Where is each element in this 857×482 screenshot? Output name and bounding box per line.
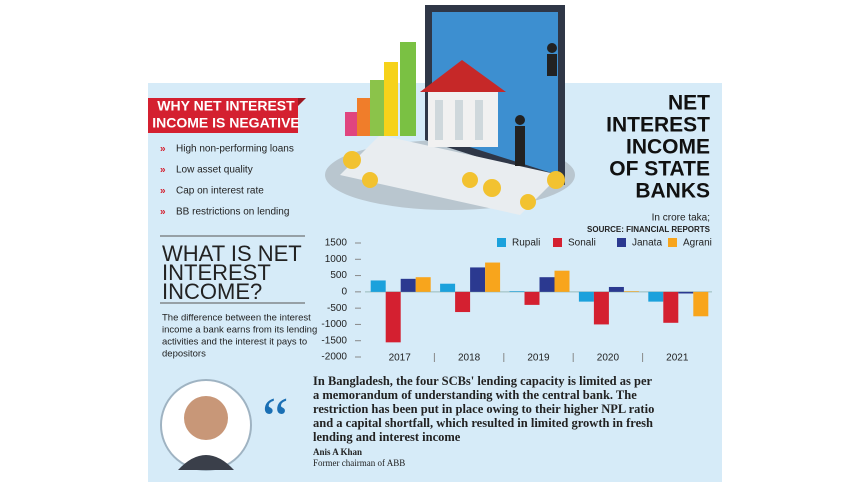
y-tick-label: -2000 — [321, 352, 347, 363]
bullet-icon: » — [160, 144, 166, 155]
legend-label: Rupali — [512, 238, 540, 249]
bar — [678, 291, 694, 294]
sidebar-heading: WHY NET INTEREST — [157, 98, 295, 114]
x-tick-label: 2021 — [666, 353, 689, 364]
bullet-text: Low asset quality — [176, 165, 253, 176]
quote-text: and a capital shortfall, which resulted … — [313, 416, 653, 430]
legend-swatch — [668, 238, 677, 247]
y-tick-label: 0 — [341, 286, 347, 297]
bullet-text: BB restrictions on lending — [176, 207, 289, 218]
quote-text: lending and interest income — [313, 430, 461, 444]
bullet-icon: » — [160, 165, 166, 176]
quote-text: a memorandum of understanding with the c… — [313, 388, 637, 402]
legend-swatch — [497, 238, 506, 247]
chart-title: NET — [668, 92, 710, 115]
bullet-icon: » — [160, 186, 166, 197]
chart-title: INTEREST — [606, 114, 710, 137]
legend-label: Janata — [632, 238, 662, 249]
bar — [578, 291, 594, 302]
quote-role: Former chairman of ABB — [313, 458, 405, 468]
legend-swatch — [617, 238, 626, 247]
y-tick-label: 1000 — [325, 254, 348, 265]
definition-text: activities and the interest it pays to — [162, 337, 307, 348]
bar — [554, 270, 570, 292]
definition-text: depositors — [162, 349, 206, 360]
definition-text: The difference between the interest — [162, 313, 311, 324]
chart-title: INCOME — [626, 136, 710, 159]
bar — [400, 278, 416, 292]
chart-source: SOURCE: FINANCIAL REPORTS — [587, 225, 711, 234]
bar — [470, 267, 486, 292]
portrait-face — [184, 396, 228, 440]
y-tick-label: -500 — [327, 303, 347, 314]
x-tick-label: 2019 — [527, 353, 550, 364]
y-tick-label: 1500 — [325, 238, 348, 249]
bar — [623, 291, 639, 292]
chart-subtitle: In crore taka; — [652, 213, 710, 224]
illustration — [325, 5, 575, 215]
y-tick-label: -1000 — [321, 319, 347, 330]
definition-title: INCOME? — [162, 279, 262, 304]
portrait-suit — [178, 455, 234, 470]
bar — [524, 291, 540, 305]
legend-label: Sonali — [568, 238, 596, 249]
legend-label: Agrani — [683, 238, 712, 249]
bar — [608, 286, 624, 292]
quote-author: Anis A Khan — [313, 447, 362, 457]
bar — [455, 291, 471, 313]
quote-mark: “ — [262, 386, 289, 452]
quote-text: In Bangladesh, the four SCBs' lending ca… — [313, 374, 653, 388]
bullet-text: High non-performing loans — [176, 144, 294, 155]
bar — [509, 291, 525, 292]
bullet-text: Cap on interest rate — [176, 186, 264, 197]
bar — [440, 283, 456, 292]
x-tick-label: 2017 — [389, 353, 412, 364]
bar — [385, 291, 401, 343]
x-tick-label: 2018 — [458, 353, 481, 364]
heading-fold — [298, 98, 306, 106]
chart-title: BANKS — [635, 180, 710, 203]
bar — [593, 291, 609, 325]
legend-swatch — [553, 238, 562, 247]
definition-text: income a bank earns from its lending — [162, 325, 317, 336]
heading-box — [148, 98, 298, 133]
bar — [648, 291, 664, 302]
sidebar-heading: INCOME IS NEGATIVE — [152, 115, 300, 131]
y-tick-label: 500 — [330, 270, 347, 281]
bar — [539, 277, 555, 292]
chart-title: OF STATE — [609, 158, 710, 181]
bar — [370, 280, 386, 292]
bullet-icon: » — [160, 207, 166, 218]
y-tick-label: -1500 — [321, 335, 347, 346]
bar — [663, 291, 679, 323]
definition-title: INTEREST — [162, 260, 271, 285]
bar — [485, 262, 501, 292]
bar — [415, 277, 431, 292]
definition-title: WHAT IS NET — [162, 241, 302, 266]
bar — [693, 291, 709, 317]
quote-text: restriction has been put in place owing … — [313, 402, 654, 416]
x-tick-label: 2020 — [597, 353, 620, 364]
